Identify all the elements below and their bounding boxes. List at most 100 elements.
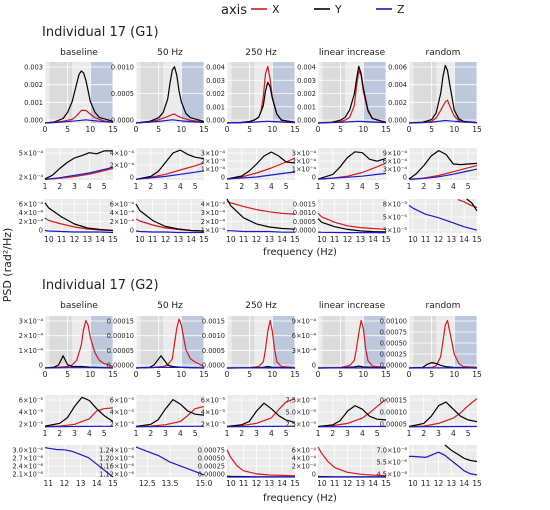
series-x xyxy=(317,446,387,477)
series-z xyxy=(408,168,478,180)
series-x xyxy=(408,319,478,369)
series-z xyxy=(408,204,478,231)
series-y xyxy=(226,402,296,428)
series-y xyxy=(135,203,205,232)
y-tick-label: 0.0005 xyxy=(111,90,134,98)
series-z xyxy=(44,229,114,234)
panel: 0.0000 0.0005 0.0010 0.0015 0 5 10 15 xyxy=(202,316,300,379)
x-tick-label: 4 xyxy=(360,429,365,438)
panel: 0 2×10⁻⁴ 4×10⁻⁴ 1 2 3 4 5 xyxy=(110,148,205,191)
x-tick-label: 5 xyxy=(102,182,107,191)
x-tick-label: 13.5 xyxy=(162,479,179,488)
y-tick-label: 0.00075 xyxy=(380,329,407,337)
x-tick-label: 15 xyxy=(381,125,391,134)
y-tick-label: 0.004 xyxy=(297,64,316,72)
x-tick-label: 5 xyxy=(247,370,252,379)
y-tick-label: 0 xyxy=(221,174,225,182)
y-tick-label: 2×10⁻⁵ xyxy=(201,421,226,429)
series-z xyxy=(44,119,114,124)
x-tick-label: 1 xyxy=(43,182,48,191)
x-tick-label: 2 xyxy=(421,429,426,438)
condition-title: 50 Hz xyxy=(157,301,183,311)
y-tick-label: 4×10⁻⁵ xyxy=(110,409,135,417)
x-tick-label: 1 xyxy=(316,429,321,438)
x-tick-label: 13 xyxy=(447,479,457,488)
y-tick-label: 0.002 xyxy=(297,90,316,98)
shaded-band xyxy=(181,316,204,368)
legend-label-y: Y xyxy=(334,3,342,16)
y-tick-label: 0.001 xyxy=(297,103,316,111)
panel-background xyxy=(318,199,386,233)
y-tick-label: 0 xyxy=(130,174,134,182)
x-tick-label: 0 xyxy=(134,370,139,379)
x-tick-label: 13 xyxy=(447,235,457,244)
series-y xyxy=(135,66,205,124)
y-tick-label: 1.20×10⁻⁶ xyxy=(99,455,134,463)
x-tick-label: 14 xyxy=(459,235,469,244)
y-tick-label: 8×10⁻⁵ xyxy=(383,201,408,209)
panel: 0 1×10⁻⁴ 2×10⁻⁴ 3×10⁻⁴ 0 5 10 15 xyxy=(19,316,118,379)
x-tick-label: 10 xyxy=(408,479,418,488)
x-tick-label: 10 xyxy=(226,235,236,244)
panel: 01×10⁻⁴2×10⁻⁴3×10⁻⁴ 1 2 3 4 5 xyxy=(292,148,387,191)
x-tick-label: 15 xyxy=(290,479,300,488)
x-tick-label: 0 xyxy=(225,125,230,134)
panel: 0.000 0.001 0.002 0.003 0 5 10 15 xyxy=(24,62,118,134)
y-tick-label: 1×10⁻⁴ xyxy=(201,227,226,235)
shaded-band xyxy=(181,62,204,123)
y-tick-label: 1×10⁻⁴ xyxy=(292,166,317,174)
legend-items: X Y Z xyxy=(251,3,405,16)
x-tick-label: 3 xyxy=(72,429,77,438)
x-tick-label: 13 xyxy=(265,235,275,244)
x-tick-label: 13 xyxy=(83,235,93,244)
x-tick-label: 13 xyxy=(76,479,86,488)
y-tick-label: 0.00050 xyxy=(198,455,225,463)
x-tick-label: 15 xyxy=(381,479,391,488)
y-tick-label: 9×10⁻⁴ xyxy=(292,318,317,326)
series-z xyxy=(135,119,205,124)
series-x xyxy=(317,70,387,124)
x-tick-label: 12 xyxy=(252,479,262,488)
series-x xyxy=(317,398,387,427)
y-tick-label: 0.003 xyxy=(24,64,43,72)
x-tick-label: 5 xyxy=(284,429,289,438)
y-tick-label: 0.000 xyxy=(297,117,316,125)
x-tick-label: 1 xyxy=(134,429,139,438)
shaded-band xyxy=(49,316,73,368)
x-tick-label: 12 xyxy=(252,235,262,244)
y-tick-label: 0.000 xyxy=(24,117,43,125)
y-tick-label: 0.0015 xyxy=(202,318,225,326)
series-z xyxy=(135,446,205,476)
x-tick-label: 12.5 xyxy=(139,479,156,488)
series-y xyxy=(226,198,296,230)
y-tick-label: 3×10⁻⁴ xyxy=(19,318,44,326)
panel: 2×10⁻⁵ 4×10⁻⁵ 6×10⁻⁵ 1 2 3 4 5 xyxy=(110,395,205,438)
y-tick-label: 0.001 xyxy=(206,103,225,111)
x-tick-label: 5 xyxy=(65,370,70,379)
x-tick-label: 15 xyxy=(381,370,391,379)
y-tick-label: 2×10⁻⁴ xyxy=(19,174,44,182)
panel: 0.00000 0.00025 0.00050 0.00075 0.00100 0 5 10 1… xyxy=(380,316,482,379)
x-tick-label: 10 xyxy=(268,125,278,134)
y-tick-label: 4×10⁻⁴ xyxy=(110,150,135,158)
shaded-band xyxy=(272,62,295,123)
y-tick-label: 0.00050 xyxy=(380,340,407,348)
x-tick-label: 4 xyxy=(451,182,456,191)
x-tick-label: 10 xyxy=(177,370,187,379)
y-tick-label: 2×10⁻⁴ xyxy=(201,218,226,226)
series-y xyxy=(317,65,387,124)
series-x xyxy=(317,319,387,369)
y-tick-label: 3.0×10⁻⁶ xyxy=(12,447,43,455)
series-y xyxy=(44,202,114,232)
x-tick-label: 5 xyxy=(284,182,289,191)
y-tick-label: 1.16×10⁻⁶ xyxy=(99,463,134,471)
x-tick-label: 0 xyxy=(43,370,48,379)
y-tick-label: 0.003 xyxy=(297,77,316,85)
x-tick-label: 11 xyxy=(330,479,340,488)
x-tick-label: 4 xyxy=(360,182,365,191)
x-tick-label: 15 xyxy=(381,235,391,244)
shaded-band xyxy=(322,62,346,123)
x-tick-label: 12 xyxy=(60,479,70,488)
series-x xyxy=(44,109,114,124)
x-tick-label: 5 xyxy=(466,429,471,438)
